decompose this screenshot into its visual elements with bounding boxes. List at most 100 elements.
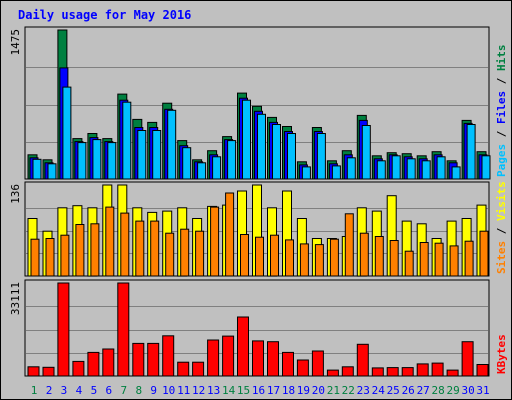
bar-sites-day-10	[165, 232, 175, 277]
x-tick-label-day-24: 24	[372, 384, 386, 397]
bar-kbytes-day-15	[237, 316, 249, 377]
bar-sites-day-9	[150, 220, 160, 277]
bar-kbytes-day-20	[311, 350, 324, 377]
bar-pages-day-22	[346, 157, 356, 180]
x-tick-label-day-15: 15	[237, 384, 250, 397]
x-tick-label-day-8: 8	[135, 384, 142, 397]
bar-sites-day-3	[60, 234, 70, 277]
chart-title: Daily usage for May 2016	[18, 8, 191, 22]
x-tick-label-day-21: 21	[327, 384, 340, 397]
bar-pages-day-4	[77, 142, 87, 180]
bar-pages-day-24	[376, 160, 386, 180]
bar-sites-day-14	[225, 192, 235, 277]
bar-kbytes-day-22	[341, 366, 354, 377]
x-tick-label-day-14: 14	[222, 384, 236, 397]
bar-sites-day-15	[240, 234, 249, 277]
bar-kbytes-day-21	[326, 369, 339, 377]
x-tick-label-day-1: 1	[31, 384, 38, 397]
bar-pages-day-12	[197, 162, 207, 180]
bar-sites-day-2	[45, 238, 55, 277]
bar-kbytes-day-7	[117, 282, 130, 377]
bar-kbytes-day-26	[401, 367, 414, 377]
bar-pages-day-29	[451, 166, 461, 180]
bar-kbytes-day-3	[57, 282, 70, 377]
bar-pages-day-9	[152, 130, 162, 180]
bar-sites-day-7	[120, 212, 130, 277]
bar-pages-day-7	[122, 101, 132, 180]
bar-pages-day-25	[391, 155, 401, 180]
bar-sites-day-30	[464, 240, 474, 277]
bar-pages-day-27	[421, 160, 431, 180]
x-tick-label-day-28: 28	[431, 384, 444, 397]
legend-entry: Files	[495, 91, 508, 124]
bar-pages-day-2	[47, 163, 57, 180]
bar-kbytes-day-4	[72, 360, 85, 377]
bar-kbytes-day-18	[282, 351, 294, 377]
chart-panels: 1475 Pages / Files / Hits 136 Sites / Visit…	[9, 26, 508, 377]
bar-sites-day-5	[90, 223, 100, 277]
bar-kbytes-day-29	[446, 369, 459, 377]
x-tick-label-day-10: 10	[162, 384, 175, 397]
bar-pages-day-11	[182, 147, 192, 180]
bar-pages-day-18	[287, 133, 296, 180]
x-tick-label-day-27: 27	[417, 384, 430, 397]
bar-pages-day-15	[242, 99, 251, 180]
bar-pages-day-14	[227, 140, 237, 180]
bar-sites-day-18	[285, 239, 294, 277]
y-max-label: 136	[9, 184, 22, 204]
legend-entry: Pages	[495, 144, 508, 177]
bar-pages-day-21	[331, 165, 341, 180]
bar-pages-day-28	[436, 156, 446, 180]
bar-sites-day-19	[299, 243, 309, 277]
bar-kbytes-day-14	[222, 335, 235, 377]
x-tick-label-day-22: 22	[342, 384, 355, 397]
bar-kbytes-day-17	[267, 341, 279, 377]
bar-pages-day-16	[257, 113, 266, 180]
x-tick-label-day-6: 6	[105, 384, 112, 397]
bar-kbytes-day-8	[132, 342, 145, 377]
legend-entry: /	[495, 71, 508, 91]
x-tick-label-day-11: 11	[177, 384, 190, 397]
x-tick-label-day-13: 13	[207, 384, 220, 397]
bar-kbytes-day-27	[416, 363, 429, 377]
bar-pages-day-26	[406, 158, 416, 180]
x-tick-label-day-17: 17	[267, 384, 280, 397]
bar-sites-day-24	[374, 236, 384, 277]
x-tick-label-day-18: 18	[282, 384, 295, 397]
bar-kbytes-day-28	[431, 362, 444, 377]
bar-pages-day-19	[301, 166, 311, 180]
x-tick-label-day-5: 5	[91, 384, 98, 397]
x-tick-label-day-12: 12	[192, 384, 205, 397]
bar-kbytes-day-25	[386, 367, 399, 377]
x-tick-label-day-7: 7	[120, 384, 127, 397]
bar-kbytes-day-19	[296, 359, 309, 377]
bar-pages-day-5	[92, 139, 102, 180]
panel-kbytes: 33111 KBytes	[9, 279, 508, 377]
bar-sites-day-13	[210, 206, 220, 277]
x-tick-label-day-4: 4	[76, 384, 83, 397]
legend-entry: Visits	[495, 181, 508, 221]
x-tick-label-day-3: 3	[61, 384, 68, 397]
x-tick-label-day-16: 16	[252, 384, 265, 397]
bar-sites-day-12	[195, 230, 205, 277]
bar-kbytes-day-13	[207, 339, 220, 377]
bar-pages-day-6	[107, 142, 117, 180]
bar-sites-day-8	[135, 220, 145, 277]
legend-entry: Sites	[495, 241, 508, 274]
panel-sites-visits: 136 Sites / Visits	[9, 181, 508, 277]
bar-kbytes-day-6	[102, 348, 115, 377]
x-tick-label-day-25: 25	[387, 384, 400, 397]
bar-kbytes-day-12	[192, 361, 205, 377]
bar-sites-day-17	[270, 234, 279, 277]
bar-kbytes-day-31	[476, 364, 489, 377]
legend-pages-files-hits: Pages / Files / Hits	[495, 45, 508, 178]
bar-pages-day-13	[212, 156, 222, 180]
bar-sites-day-6	[105, 206, 115, 277]
x-tick-label-day-23: 23	[357, 384, 370, 397]
bar-sites-day-20	[314, 244, 324, 277]
legend-kbytes: KBytes	[495, 334, 508, 374]
x-tick-label-day-9: 9	[150, 384, 157, 397]
x-tick-label-day-29: 29	[446, 384, 459, 397]
x-tick-label-day-30: 30	[461, 384, 474, 397]
